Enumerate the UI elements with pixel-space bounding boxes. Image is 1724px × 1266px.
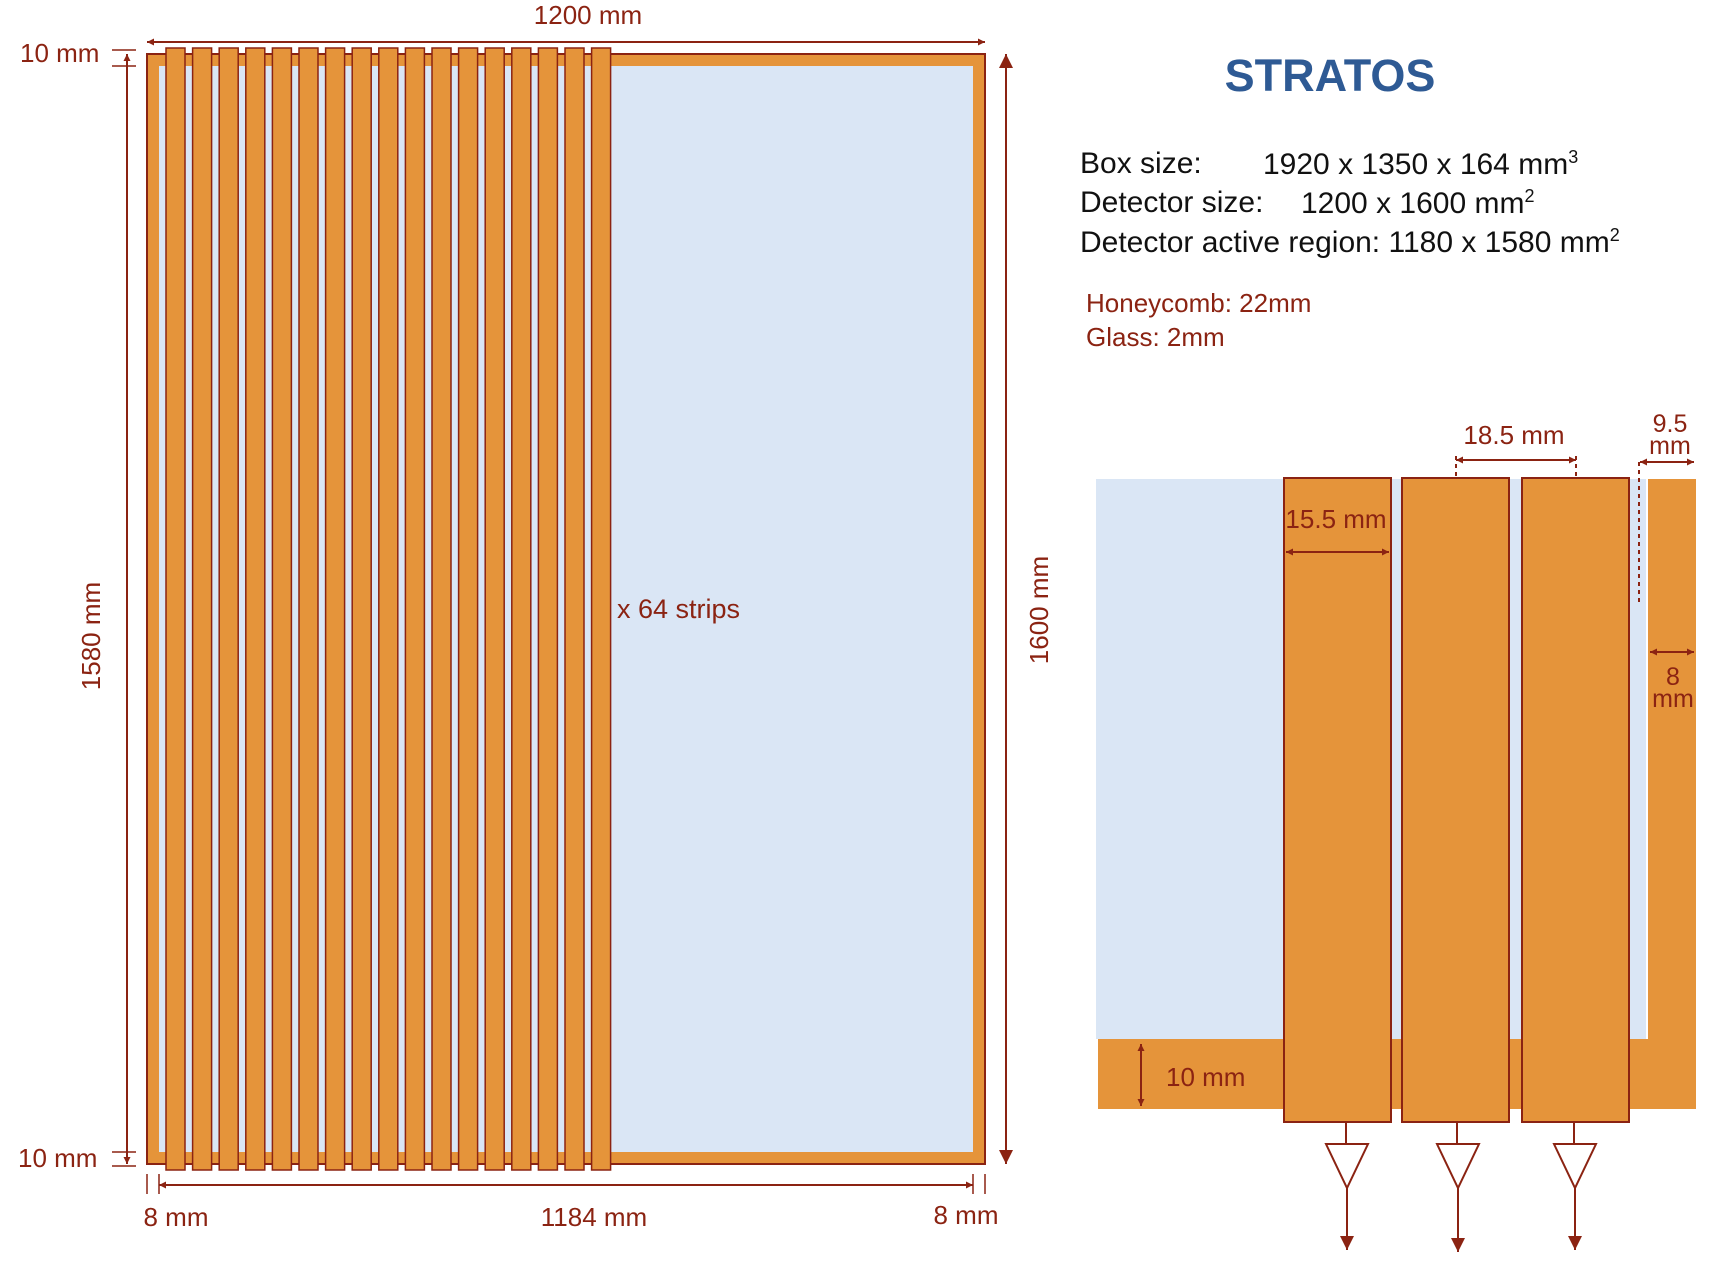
readout-strip (564, 47, 585, 1171)
margin-right-label: 8 mm (934, 1200, 999, 1230)
honeycomb-thickness: Honeycomb: 22mm (1086, 288, 1312, 318)
box-size-value-wrap: 1920 x 1350 x 164 mm3 (1263, 147, 1578, 182)
readout-strip (298, 47, 319, 1171)
pitch-label: 18.5 mm (1463, 420, 1564, 450)
bottom-border-label: 10 mm (18, 1143, 97, 1173)
height-label: 1600 mm (1024, 556, 1054, 664)
readout-strip (590, 47, 612, 1171)
detector-size-label: Detector size: (1080, 186, 1264, 219)
pitch-dimension: 18.5 mm (1455, 420, 1577, 477)
bottom-dimensions: 8 mm 1184 mm 8 mm (144, 1174, 999, 1232)
detector-size-value: 1200 x 1600 mm (1301, 187, 1525, 220)
readout-strip (191, 47, 213, 1171)
edge-strip-label-unit: mm (1652, 685, 1694, 713)
detail-strip (1401, 477, 1510, 1123)
strip-width-dimension: 15.5 mm (1285, 504, 1389, 556)
box-size-unit-exponent: 3 (1568, 147, 1579, 167)
readout-strips (165, 47, 612, 1171)
edge-strip-dimension: 8 mm (1650, 648, 1694, 713)
edge-strip-label-number: 8 (1666, 663, 1680, 691)
detail-edge-strip (1648, 479, 1696, 1109)
readout-strip (324, 47, 346, 1171)
readout-strip (378, 47, 399, 1171)
active-height-dimension: 1580 mm (76, 54, 131, 1164)
glass-thickness: Glass: 2mm (1086, 322, 1225, 352)
readout-strip (351, 47, 372, 1171)
detector-plane (146, 47, 986, 1171)
height-dimension: 1600 mm (999, 54, 1054, 1164)
active-height-label: 1580 mm (76, 582, 106, 690)
active-region-label: Detector active region: (1080, 226, 1381, 259)
readout-strip (484, 47, 505, 1171)
amplifier-icon (1435, 1122, 1481, 1252)
detector-size-spec: Detector size: 1200 x 1600 mm2 (1080, 186, 1534, 220)
figure-title: STRATOS (1224, 50, 1436, 101)
readout-strip (271, 47, 293, 1171)
box-size-spec: Box size: 1920 x 1350 x 164 mm3 (1080, 147, 1578, 181)
strip-width-label: 15.5 mm (1285, 504, 1386, 534)
active-region-unit-exponent: 2 (1609, 225, 1620, 245)
edge-gap-label-number: 9.5 (1653, 410, 1688, 438)
detail-border-dimension: 10 mm (1137, 1044, 1245, 1106)
width-label: 1200 mm (534, 0, 642, 30)
width-dimension: 1200 mm (147, 0, 985, 46)
detector-size-value-wrap: 1200 x 1600 mm2 (1301, 186, 1534, 221)
detector-size-unit-exponent: 2 (1524, 186, 1535, 206)
amplifier-icon (1324, 1122, 1370, 1250)
readout-strip (511, 47, 532, 1171)
top-border-label: 10 mm (20, 38, 99, 68)
detail-strip (1521, 477, 1630, 1123)
readout-strip (404, 47, 426, 1171)
active-region-value: 1180 x 1580 mm (1388, 226, 1610, 259)
detail-border-label: 10 mm (1166, 1062, 1245, 1092)
top-border-dimension: 10 mm (20, 38, 136, 68)
active-width-label: 1184 mm (541, 1202, 647, 1232)
detail-strip (1283, 477, 1392, 1123)
readout-strip (218, 47, 239, 1171)
readout-strip (245, 47, 266, 1171)
readout-strip (457, 47, 479, 1171)
margin-left-label: 8 mm (144, 1202, 209, 1232)
readout-strip (431, 47, 452, 1171)
amplifier-icon (1552, 1122, 1598, 1250)
readout-strip (537, 47, 559, 1171)
box-size-value: 1920 x 1350 x 164 mm (1263, 148, 1569, 181)
strip-count-label: x 64 strips (617, 594, 740, 624)
bottom-border-dimension: 10 mm (18, 1143, 136, 1173)
edge-gap-label-unit: mm (1649, 432, 1691, 460)
box-size-label: Box size: (1080, 147, 1202, 180)
active-region-spec: Detector active region: 1180 x 1580 mm2 (1080, 225, 1620, 260)
edge-gap-dimension: 9.5 mm (1638, 410, 1694, 604)
strip-detail: 18.5 mm 15.5 mm 9.5 mm 8 mm (1096, 410, 1696, 1252)
readout-strip (165, 47, 186, 1171)
